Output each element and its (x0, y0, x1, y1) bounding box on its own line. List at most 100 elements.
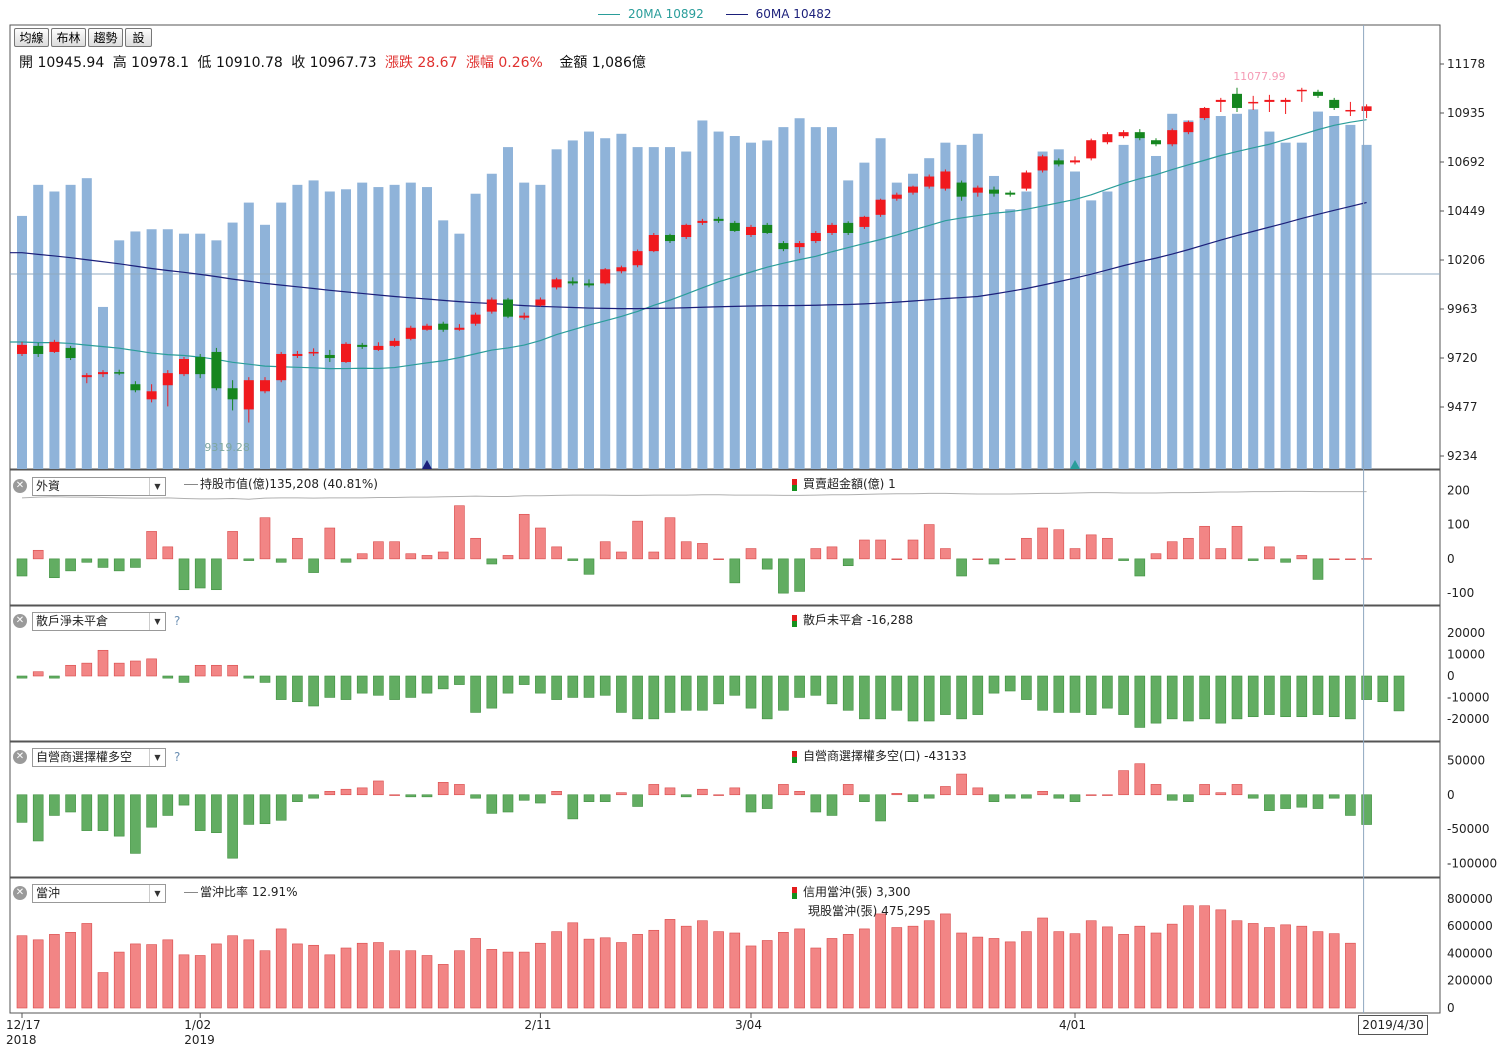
daytrade-bar (421, 955, 433, 1009)
foreign-bar (1247, 558, 1259, 561)
foreign-bar (583, 558, 595, 575)
volume-bar (827, 127, 837, 470)
daytrade-indicator-select[interactable]: 當沖 ▼ (32, 884, 166, 903)
foreign-bar (470, 537, 481, 560)
foreign-bar (1021, 537, 1032, 560)
chevron-down-icon: ▼ (149, 613, 165, 630)
volume-bar (179, 233, 189, 469)
candle-body (357, 344, 368, 347)
retail-bar (1004, 675, 1016, 692)
daytrade-bar (842, 934, 854, 1009)
volume-bar (195, 233, 206, 469)
retail-bar (632, 675, 643, 720)
dealer-bar (648, 784, 660, 796)
retail-bar (1053, 675, 1065, 713)
daytrade-bar (1312, 931, 1324, 1009)
retail-bar (551, 675, 562, 700)
retail-bar (1312, 675, 1324, 715)
foreign-bar (1264, 546, 1275, 560)
foreign-bar (259, 517, 271, 560)
candle-body (665, 234, 675, 242)
daytrade-bar (616, 942, 627, 1009)
volume-bar (908, 173, 918, 470)
candle-body (1280, 99, 1291, 102)
retail-help-icon[interactable]: ? (174, 614, 181, 628)
candle-body (81, 375, 92, 378)
time-axis-label: 4/01 (1059, 1018, 1086, 1032)
foreign-bar (1037, 527, 1048, 560)
retail-bar (324, 675, 336, 698)
btn-ma[interactable]: 均線 (14, 28, 49, 47)
retail-indicator-select[interactable]: 散戶淨未平倉 ▼ (32, 612, 166, 631)
volume-bar (567, 140, 578, 469)
candle-body (924, 176, 935, 187)
foreign-bar (599, 541, 611, 560)
retail-bar (923, 675, 935, 722)
foreign-bar (1183, 537, 1194, 560)
retail-axis-label: 0 (1447, 669, 1455, 683)
volume-bar (729, 136, 740, 469)
daytrade-bar (259, 950, 271, 1009)
foreign-net-label: 買賣超金額(億) 1 (803, 477, 896, 491)
ma60-legend: 60MA 10482 (755, 7, 832, 21)
close-daytrade-panel-icon[interactable]: ✕ (13, 886, 27, 900)
dealer-bar (1247, 794, 1259, 799)
daytrade-axis-label: 800000 (1447, 892, 1493, 906)
candle-body (632, 251, 643, 266)
ohlc-amount: 金額 1,086億 (559, 55, 646, 71)
dealer-help-icon[interactable]: ? (174, 750, 181, 764)
dealer-bar (356, 787, 368, 796)
foreign-bar (616, 551, 627, 560)
volume-bar (1053, 149, 1064, 469)
dealer-bar (1183, 794, 1194, 802)
close-foreign-panel-icon[interactable]: ✕ (13, 479, 27, 493)
dealer-bar (697, 788, 708, 796)
foreign-indicator-select[interactable]: 外資 ▼ (32, 477, 166, 496)
btn-settings[interactable]: 設 (125, 28, 152, 47)
retail-axis-label: -20000 (1447, 712, 1490, 726)
daytrade-bar (162, 939, 174, 1009)
dealer-bar (826, 794, 838, 816)
retail-bar (113, 662, 125, 677)
candle-body (1070, 160, 1080, 163)
daytrade-bar (292, 943, 303, 1009)
volume-bar (600, 138, 611, 469)
dealer-bar (1134, 763, 1146, 796)
daytrade-bar (680, 925, 692, 1009)
ma-legend: 20MA 10892 60MA 10482 (598, 7, 831, 21)
close-retail-panel-icon[interactable]: ✕ (13, 614, 27, 628)
foreign-bar (1345, 558, 1356, 560)
volume-bar (227, 222, 238, 469)
candle-body (1248, 101, 1259, 104)
max-price-label: 11077.99 (1233, 70, 1286, 83)
daytrade-bar (745, 945, 757, 1009)
retail-bar (146, 658, 157, 677)
btn-trend[interactable]: 趨勢 (88, 28, 123, 47)
candle-body (1232, 93, 1242, 108)
daytrade-bar (1199, 905, 1210, 1009)
daytrade-bar (891, 927, 903, 1009)
retail-bar (1231, 675, 1243, 720)
dealer-bar (502, 794, 514, 813)
dealer-bar (32, 794, 44, 842)
retail-bar (194, 664, 206, 677)
btn-bollinger[interactable]: 布林 (51, 28, 86, 47)
close-dealer-panel-icon[interactable]: ✕ (13, 750, 27, 764)
dealer-bar (1215, 792, 1227, 796)
retail-bar (972, 675, 984, 715)
candle-body (470, 314, 481, 324)
foreign-bar (1215, 548, 1227, 560)
dealer-bar (1021, 794, 1032, 799)
candle-body (859, 216, 870, 227)
min-price-label: 9319.28 (204, 441, 250, 454)
retail-axis-label: 20000 (1447, 626, 1485, 640)
dealer-select-value: 自營商選擇權多空 (36, 750, 133, 764)
daytrade-bar (761, 940, 773, 1009)
dealer-indicator-select[interactable]: 自營商選擇權多空 ▼ (32, 748, 166, 767)
retail-bar (275, 675, 287, 700)
daytrade-bar (1150, 932, 1162, 1009)
foreign-bar (1166, 541, 1178, 560)
candle-body (503, 299, 513, 317)
dealer-bar (891, 793, 903, 796)
retail-bar (405, 675, 417, 698)
